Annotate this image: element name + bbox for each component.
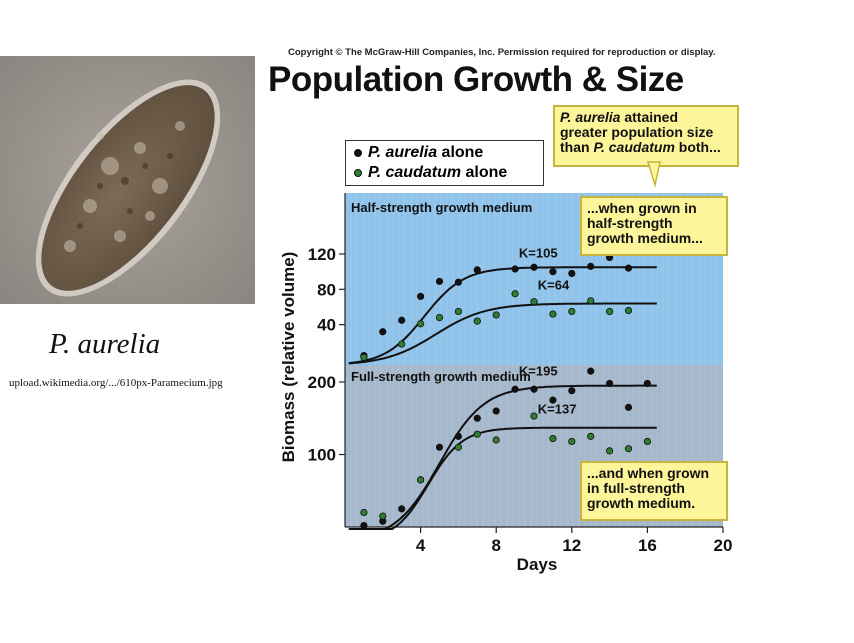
data-point xyxy=(511,265,519,273)
fit-curve xyxy=(348,426,657,530)
data-point xyxy=(416,476,425,484)
photo-source-url: upload.wikimedia.org/.../610px-Parameciu… xyxy=(9,377,223,389)
x-tick-label: 12 xyxy=(562,536,581,555)
data-point xyxy=(492,436,500,444)
data-point xyxy=(549,396,557,404)
legend-item-caudatum: P. caudatum alone xyxy=(354,164,507,182)
copyright-notice: Copyright © The McGraw-Hill Companies, I… xyxy=(288,47,716,58)
full-panel-label: Full-strength growth medium xyxy=(351,369,531,384)
data-point xyxy=(473,317,481,325)
y-tick-label: 200 xyxy=(308,373,336,392)
data-point xyxy=(643,437,652,446)
data-point xyxy=(587,367,595,375)
k-label: K=137 xyxy=(538,402,577,417)
data-point xyxy=(587,262,595,270)
data-point xyxy=(473,266,481,274)
data-point xyxy=(511,290,519,298)
data-point xyxy=(605,379,614,388)
slide-title: Population Growth & Size xyxy=(268,60,684,99)
data-point xyxy=(416,292,425,300)
x-axis-title: Days xyxy=(517,555,558,574)
data-point xyxy=(624,403,633,411)
data-point xyxy=(398,505,406,513)
data-point xyxy=(398,340,406,348)
x-tick-label: 8 xyxy=(491,536,500,555)
data-point xyxy=(587,432,595,440)
photo-caption: P. aurelia xyxy=(49,328,161,360)
chart-legend: P. aurelia alone P. caudatum alone xyxy=(345,140,544,186)
data-point xyxy=(568,269,576,278)
callout-top: P. aurelia attained greater population s… xyxy=(553,105,739,167)
callout-half-strength: ...when grown in half-strength growth medi… xyxy=(580,196,728,256)
black-dot-icon xyxy=(354,148,362,157)
data-point xyxy=(473,430,481,438)
data-point xyxy=(379,512,387,520)
data-point xyxy=(454,307,462,316)
fit-curve xyxy=(348,384,657,530)
data-point xyxy=(605,447,614,455)
data-point xyxy=(643,379,652,388)
data-point xyxy=(530,385,538,393)
data-point xyxy=(360,353,368,361)
data-point xyxy=(454,443,462,451)
data-point xyxy=(360,521,368,530)
data-point xyxy=(435,443,444,451)
data-point xyxy=(530,263,538,271)
paramecium-photo xyxy=(0,56,255,304)
k-label: K=195 xyxy=(519,364,558,379)
data-point xyxy=(605,307,614,316)
data-point xyxy=(511,385,519,393)
half-panel-label: Half-strength growth medium xyxy=(351,200,532,215)
data-point xyxy=(435,277,444,285)
data-point xyxy=(360,508,368,517)
data-point xyxy=(530,298,538,306)
legend-item-aurelia: P. aurelia alone xyxy=(354,144,483,162)
x-tick-label: 4 xyxy=(416,536,426,555)
data-point xyxy=(454,278,462,286)
data-point xyxy=(549,310,557,318)
data-point xyxy=(398,316,406,324)
data-point xyxy=(624,445,633,453)
y-tick-label: 100 xyxy=(308,446,336,465)
data-point xyxy=(530,412,538,420)
data-point xyxy=(568,387,576,395)
data-point xyxy=(568,307,576,316)
fit-curve xyxy=(348,302,657,365)
data-point xyxy=(492,311,500,319)
data-point xyxy=(416,320,425,328)
y-axis-title: Biomass (relative volume) xyxy=(279,252,298,463)
y-tick-label: 40 xyxy=(317,316,336,335)
x-tick-label: 20 xyxy=(714,536,733,555)
x-tick-label: 16 xyxy=(638,536,657,555)
data-point xyxy=(473,414,481,422)
data-point xyxy=(492,407,500,415)
data-point xyxy=(624,306,633,315)
k-label: K=105 xyxy=(519,245,558,260)
data-point xyxy=(379,328,387,336)
data-point xyxy=(568,437,576,446)
callout-full-strength: ...and when grown in full-strength growth … xyxy=(580,461,728,521)
data-point xyxy=(549,434,557,443)
green-dot-icon xyxy=(354,168,362,177)
y-tick-label: 80 xyxy=(317,280,336,299)
data-point xyxy=(587,297,595,305)
k-label: K=64 xyxy=(538,277,570,292)
data-point xyxy=(549,268,557,276)
data-point xyxy=(624,264,633,272)
data-point xyxy=(454,432,462,440)
y-tick-label: 120 xyxy=(308,245,336,264)
data-point xyxy=(435,313,444,322)
